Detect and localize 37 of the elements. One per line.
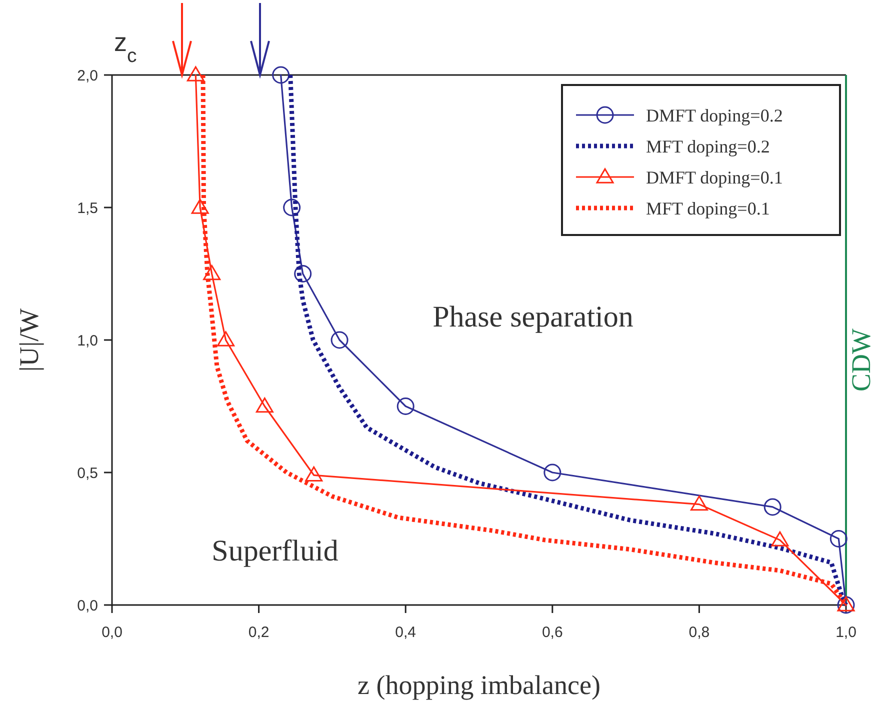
x-tick-label: 0,6 [542, 624, 563, 641]
x-tick-label: 0,0 [102, 624, 122, 641]
point [294, 265, 312, 282]
point [186, 66, 204, 82]
y-tick-label: 0,5 [77, 464, 98, 482]
x-tick-label: 1,0 [836, 624, 856, 641]
point [544, 464, 562, 482]
x-tick-label: 0,2 [248, 624, 270, 641]
point [396, 398, 414, 415]
x-axis-title: z (hopping imbalance) [358, 670, 600, 700]
x-tick-label: 0,8 [688, 624, 710, 641]
point [690, 496, 708, 511]
y-tick-label: 0,0 [77, 597, 98, 614]
point [830, 530, 848, 548]
ref-line-label: CDW [846, 328, 876, 392]
x-tick-label: 0,4 [395, 624, 416, 641]
y-tick-label: 2,0 [77, 67, 98, 84]
annotation: Phase separation [432, 300, 634, 334]
point [305, 466, 323, 482]
point [283, 198, 301, 216]
legend-label: MFT doping=0.1 [646, 198, 770, 218]
point [764, 498, 782, 516]
point [203, 265, 221, 280]
point [272, 66, 290, 84]
y-tick-label: 1,5 [77, 200, 98, 217]
legend-label: DMFT doping=0.1 [646, 167, 783, 188]
y-axis-title: |U|/W [14, 308, 44, 372]
point [771, 531, 789, 546]
legend-label: MFT doping=0.2 [646, 136, 770, 156]
legend-label: DMFT doping=0.2 [646, 105, 783, 126]
point [191, 198, 209, 214]
text: z$_{c}$ [114, 27, 137, 67]
point [217, 331, 235, 346]
point [256, 398, 274, 413]
point [330, 331, 348, 349]
annotation: Superfluid [212, 534, 338, 568]
y-tick-label: 1,0 [77, 332, 98, 350]
